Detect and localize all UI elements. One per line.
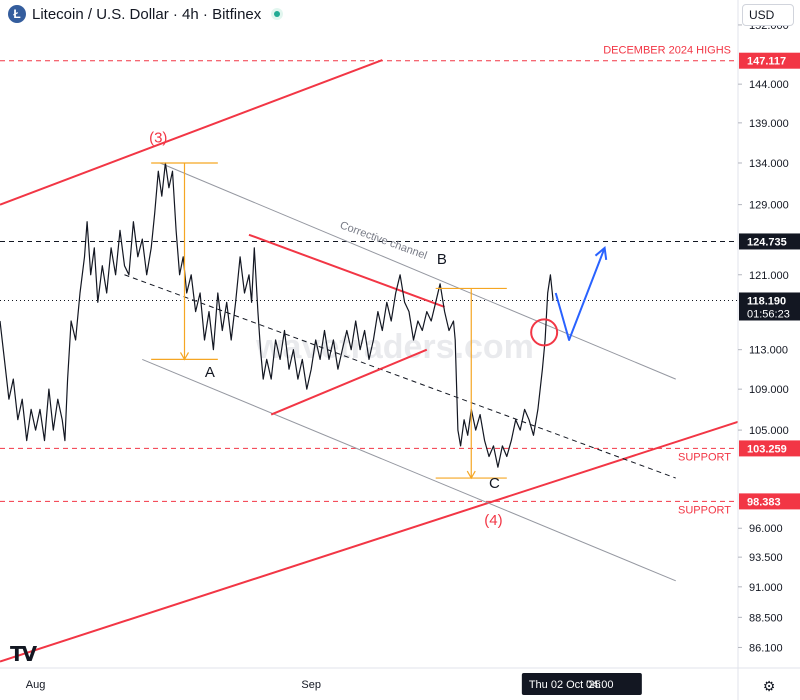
level-caption-3: SUPPORT	[678, 451, 731, 463]
annotation-label-5: Corrective channel	[338, 219, 428, 262]
price-tag-4	[739, 493, 800, 510]
trendline-corrective-channel-upper[interactable]	[159, 162, 676, 380]
currency-selector[interactable]: USD	[742, 4, 794, 26]
price-tag-label: 103.259	[747, 443, 787, 455]
price-tag-label: 124.735	[747, 236, 787, 248]
price-tag-0	[739, 52, 800, 69]
y-tick-label: 96.000	[749, 523, 783, 535]
trendline-wedge-lower[interactable]	[270, 348, 428, 416]
crosshair-time-tag	[521, 673, 642, 695]
projection-arrowhead	[594, 245, 608, 260]
y-tick-label: 88.500	[749, 612, 783, 624]
breakout-highlight-circle	[530, 318, 559, 347]
level-caption-4: SUPPORT	[678, 504, 731, 516]
trendline-outer-upper[interactable]	[0, 59, 383, 206]
y-tick-label: 86.100	[749, 642, 783, 654]
trendline-corrective-channel-lower[interactable]	[142, 358, 676, 582]
y-tick-label: 139.000	[749, 118, 789, 130]
litecoin-icon: Ł	[8, 5, 26, 23]
price-tag-3	[739, 440, 800, 457]
symbol-title: Litecoin / U.S. Dollar · 4h · Bitfinex	[32, 5, 262, 23]
y-tick-label: 121.000	[749, 270, 789, 282]
y-tick-label: 113.000	[749, 345, 788, 357]
price-tag-1	[739, 233, 800, 250]
countdown-label: 01:56:23	[747, 308, 790, 320]
trendline-outer-lower[interactable]	[0, 420, 739, 663]
price-tag-label: 147.117	[747, 56, 786, 68]
settings-icon[interactable]: ⚙	[762, 677, 776, 694]
price-tag-label: 118.190	[747, 295, 786, 307]
price-series-line[interactable]	[0, 162, 554, 468]
symbol-header[interactable]: Ł Litecoin / U.S. Dollar · 4h · Bitfinex	[8, 5, 284, 23]
y-tick-label: 93.500	[749, 552, 783, 564]
annotation-label-1: A	[205, 364, 215, 381]
currency-label: USD	[749, 8, 775, 22]
y-tick-label: 105.000	[749, 425, 789, 437]
price-tag-label: 98.383	[747, 496, 781, 508]
x-tick-label-1: Sep	[301, 679, 321, 691]
annotation-label-0: (3)	[149, 130, 167, 147]
tradingview-logo-icon: TV	[10, 642, 37, 666]
y-tick-label: 129.000	[749, 200, 789, 212]
annotation-label-2: B	[437, 251, 447, 268]
annotation-label-3: C	[489, 475, 500, 492]
trendline-wedge-upper[interactable]	[248, 233, 445, 308]
level-caption-0: DECEMBER 2024 HIGHS	[603, 45, 731, 57]
trendline-corrective-channel-mid[interactable]	[124, 274, 676, 479]
watermark-text: wavetraders.com	[255, 328, 534, 366]
market-open-icon	[271, 8, 284, 20]
price-tag-2	[739, 292, 800, 321]
x-tick-label-2: Thu 02 Oct '25	[529, 679, 601, 691]
y-tick-label: 134.000	[749, 158, 789, 170]
measure-arrow-1	[466, 470, 476, 480]
y-tick-label: 144.000	[749, 79, 789, 91]
y-tick-label: 109.000	[749, 384, 789, 396]
measure-arrow-0	[179, 352, 190, 361]
trendline-projection[interactable]	[554, 247, 606, 342]
y-tick-label: 91.000	[749, 582, 783, 594]
annotation-label-4: (4)	[484, 512, 502, 529]
x-tick-label-0: Aug	[26, 679, 46, 691]
x-tick-label-3: 04:00	[586, 679, 614, 691]
